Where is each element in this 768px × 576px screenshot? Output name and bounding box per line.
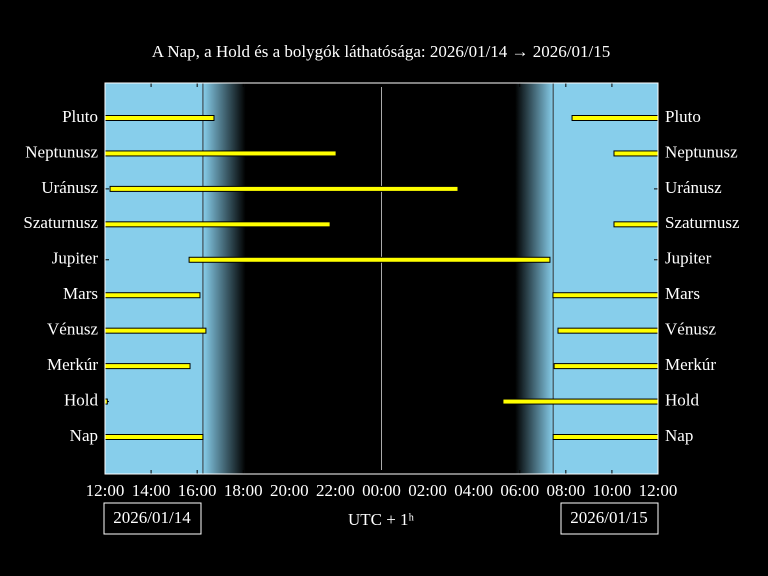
daylight [553, 83, 658, 474]
visibility-bar [552, 434, 659, 440]
x-tick-label: 04:00 [454, 481, 493, 500]
end-date: 2026/01/15 [570, 508, 647, 527]
row-label: Szaturnusz [665, 213, 740, 232]
row-label: Merkúr [47, 355, 98, 374]
visibility-bar [104, 363, 191, 370]
x-tick-label: 10:00 [593, 481, 632, 500]
daylight [105, 83, 203, 474]
x-tick-label: 12:00 [639, 481, 678, 500]
x-tick-label: 20:00 [270, 481, 309, 500]
row-label: Neptunusz [25, 142, 98, 161]
x-tick-label: 02:00 [408, 481, 447, 500]
visibility-bar [188, 256, 551, 263]
visibility-bar [553, 363, 659, 370]
row-label: Merkúr [665, 355, 716, 374]
row-label: Jupiter [52, 249, 99, 268]
visibility-bar [613, 221, 659, 228]
visibility-bar [502, 398, 659, 405]
date-box [103, 502, 202, 535]
visibility-bar [571, 115, 659, 121]
x-tick-label: 12:00 [86, 481, 125, 500]
row-label: Vénusz [47, 320, 98, 339]
row-label: Neptunusz [665, 142, 738, 161]
visibility-bar [104, 115, 215, 121]
row-label: Nap [70, 426, 98, 445]
row-label: Jupiter [665, 249, 712, 268]
visibility-bar [104, 150, 337, 157]
x-axis-label: UTC + 1ʰ [348, 510, 415, 529]
row-label: Hold [64, 390, 99, 409]
row-label: Mars [63, 284, 98, 303]
x-tick-label: 08:00 [546, 481, 585, 500]
row-label: Uránusz [41, 178, 98, 197]
visibility-bar [104, 221, 331, 228]
visibility-bar [104, 434, 204, 440]
start-date: 2026/01/14 [113, 508, 191, 527]
row-label: Nap [665, 426, 693, 445]
row-label: Mars [665, 284, 700, 303]
x-tick-label: 14:00 [132, 481, 171, 500]
x-tick-label: 18:00 [224, 481, 263, 500]
x-tick-label: 22:00 [316, 481, 355, 500]
x-tick-label: 00:00 [362, 481, 401, 500]
dawn [515, 83, 554, 474]
row-label: Hold [665, 390, 700, 409]
visibility-bar [552, 292, 659, 299]
row-label: Pluto [62, 107, 98, 126]
visibility-bar [104, 292, 201, 299]
x-tick-label: 06:00 [500, 481, 539, 500]
row-label: Vénusz [665, 320, 716, 339]
row-label: Szaturnusz [23, 213, 98, 232]
x-tick-label: 16:00 [178, 481, 217, 500]
visibility-bar [613, 150, 659, 157]
plot-frame [104, 82, 659, 475]
chart-title: A Nap, a Hold és a bolygók láthatósága: … [152, 42, 610, 61]
visibility-bar [109, 185, 459, 192]
dusk [202, 83, 246, 474]
visibility-bar [104, 327, 207, 334]
date-box [560, 502, 659, 535]
row-label: Pluto [665, 107, 701, 126]
visibility-bar [557, 327, 659, 334]
row-label: Uránusz [665, 178, 722, 197]
